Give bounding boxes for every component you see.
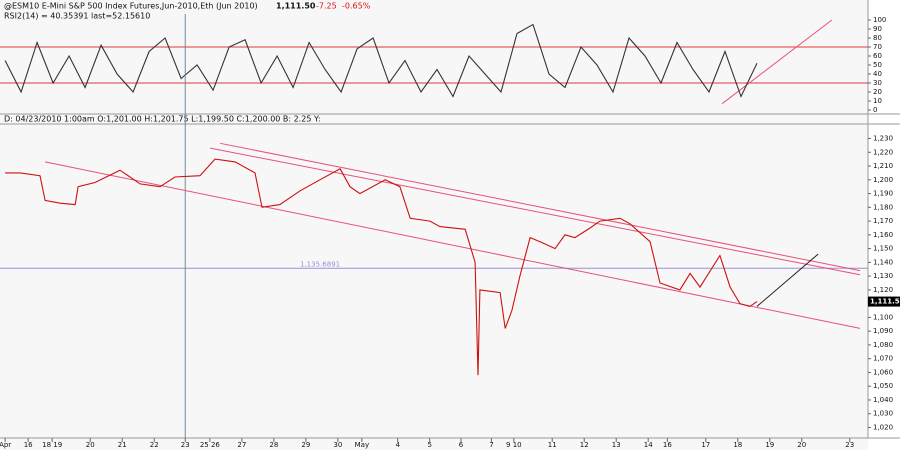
x-tick-label: 23 <box>181 441 190 449</box>
x-tick-label: 25 26 <box>200 441 221 449</box>
y-tick-label: 1,030 <box>873 410 893 418</box>
trend-line <box>756 253 819 307</box>
x-tick-label: 22 <box>150 441 159 449</box>
y-tick-label: 80 <box>873 34 882 42</box>
y-tick-label: 1,060 <box>873 368 893 376</box>
y-tick-label: 10 <box>873 97 882 105</box>
x-tick-label: 11 <box>548 441 557 449</box>
y-tick-label: 1,100 <box>873 313 893 321</box>
y-tick-label: 30 <box>873 79 882 87</box>
trend-line <box>220 142 861 272</box>
x-tick-label: 17 <box>701 441 710 449</box>
y-tick-label: 60 <box>873 52 882 60</box>
x-tick-label: Apr <box>0 441 11 449</box>
y-tick-label: 1,130 <box>873 272 893 280</box>
trend-line <box>721 19 833 105</box>
y-tick-label: 0 <box>873 106 877 114</box>
change: -7.25 <box>316 2 337 11</box>
y-tick-label: 1,050 <box>873 382 893 390</box>
data-line <box>4 23 758 98</box>
x-tick-label: 16 <box>663 441 672 449</box>
x-tick-label: 7 <box>489 441 493 449</box>
chart-title: @ESM10 E-Mini S&P 500 Index Futures,Jun-… <box>4 2 258 11</box>
x-tick-label: May <box>355 441 369 449</box>
x-tick-label: 23 <box>845 441 854 449</box>
reference-label: 1,135.6891 <box>300 260 340 268</box>
y-tick-label: 1,040 <box>873 396 893 404</box>
x-tick-label: 28 <box>269 441 278 449</box>
y-tick-label: 1,020 <box>873 423 893 431</box>
last-price: 1,111.50 <box>276 2 316 11</box>
y-tick-label: 70 <box>873 43 882 51</box>
y-tick-label: 1,230 <box>873 135 893 143</box>
x-tick-label: 4 <box>395 441 400 449</box>
y-tick-label: 40 <box>873 70 882 78</box>
last-price-box <box>868 296 900 307</box>
bar-info: D: 04/23/2010 1:00am O:1,201.00 H:1,201.… <box>4 115 321 124</box>
y-tick-label: 90 <box>873 25 882 33</box>
x-tick-label: 5 <box>427 441 431 449</box>
data-line <box>5 158 758 376</box>
y-tick-label: 1,120 <box>873 286 893 294</box>
y-tick-label: 20 <box>873 88 882 96</box>
x-tick-label: 14 <box>644 441 653 449</box>
x-tick-label: 29 <box>301 441 310 449</box>
x-tick-label: 6 <box>459 441 464 449</box>
x-tick-label: 9 10 <box>506 441 522 449</box>
y-tick-label: 50 <box>873 61 882 69</box>
y-tick-label: 1,080 <box>873 341 893 349</box>
x-tick-label: 27 <box>237 441 246 449</box>
x-tick-label: 30 <box>333 441 342 449</box>
y-tick-label: 100 <box>873 16 886 24</box>
change-pct: -0.65% <box>342 2 371 11</box>
y-tick-label: 1,160 <box>873 231 893 239</box>
x-tick-label: 18 <box>733 441 742 449</box>
y-tick-label: 1,180 <box>873 203 893 211</box>
x-tick-label: 20 <box>797 441 806 449</box>
trend-line <box>210 147 861 276</box>
x-tick-label: 13 <box>612 441 621 449</box>
x-tick-label: 20 <box>86 441 95 449</box>
x-tick-label: 21 <box>118 441 127 449</box>
y-tick-label: 1,210 <box>873 162 893 170</box>
x-tick-label: 16 <box>24 441 33 449</box>
trend-line <box>45 161 861 329</box>
y-tick-label: 1,070 <box>873 355 893 363</box>
y-tick-label: 1,200 <box>873 176 893 184</box>
last-price-label: 1,111.50 <box>870 298 900 306</box>
x-tick-label: 18 19 <box>42 441 62 449</box>
y-tick-label: 1,190 <box>873 190 893 198</box>
y-tick-label: 1,090 <box>873 327 893 335</box>
y-tick-label: 1,170 <box>873 217 893 225</box>
x-tick-label: 19 <box>765 441 774 449</box>
price-axis-strip <box>868 0 900 450</box>
x-tick-label: 12 <box>580 441 589 449</box>
y-tick-label: 1,220 <box>873 148 893 156</box>
y-tick-label: 1,150 <box>873 245 893 253</box>
y-tick-label: 1,140 <box>873 258 893 266</box>
rsi-title: RSI2(14) = 40.35391 last=52.15610 <box>4 12 150 21</box>
